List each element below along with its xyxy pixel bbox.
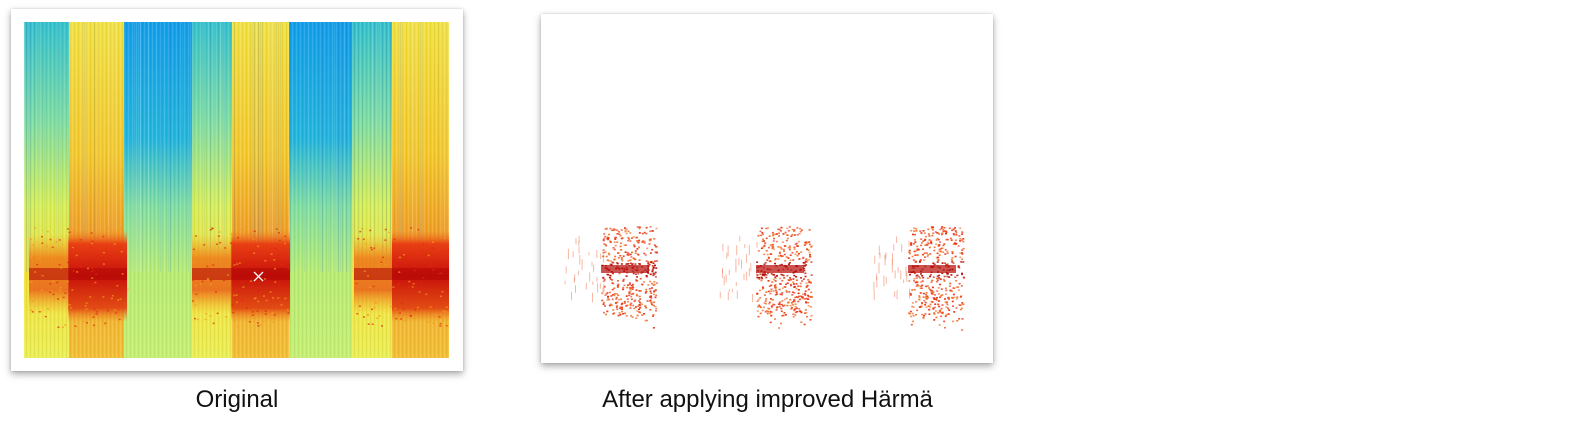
energy-bands bbox=[29, 227, 449, 329]
processed-caption: After applying improved Härmä bbox=[602, 386, 933, 413]
original-caption: Original bbox=[195, 386, 279, 413]
processed-spectrogram-image bbox=[564, 226, 965, 331]
detected-syllables bbox=[564, 226, 965, 331]
original-spectrogram-panel bbox=[11, 9, 463, 371]
processed-spectrogram-panel bbox=[541, 14, 993, 363]
cursor-marker-icon bbox=[253, 271, 264, 282]
original-spectrogram-image bbox=[24, 22, 449, 358]
